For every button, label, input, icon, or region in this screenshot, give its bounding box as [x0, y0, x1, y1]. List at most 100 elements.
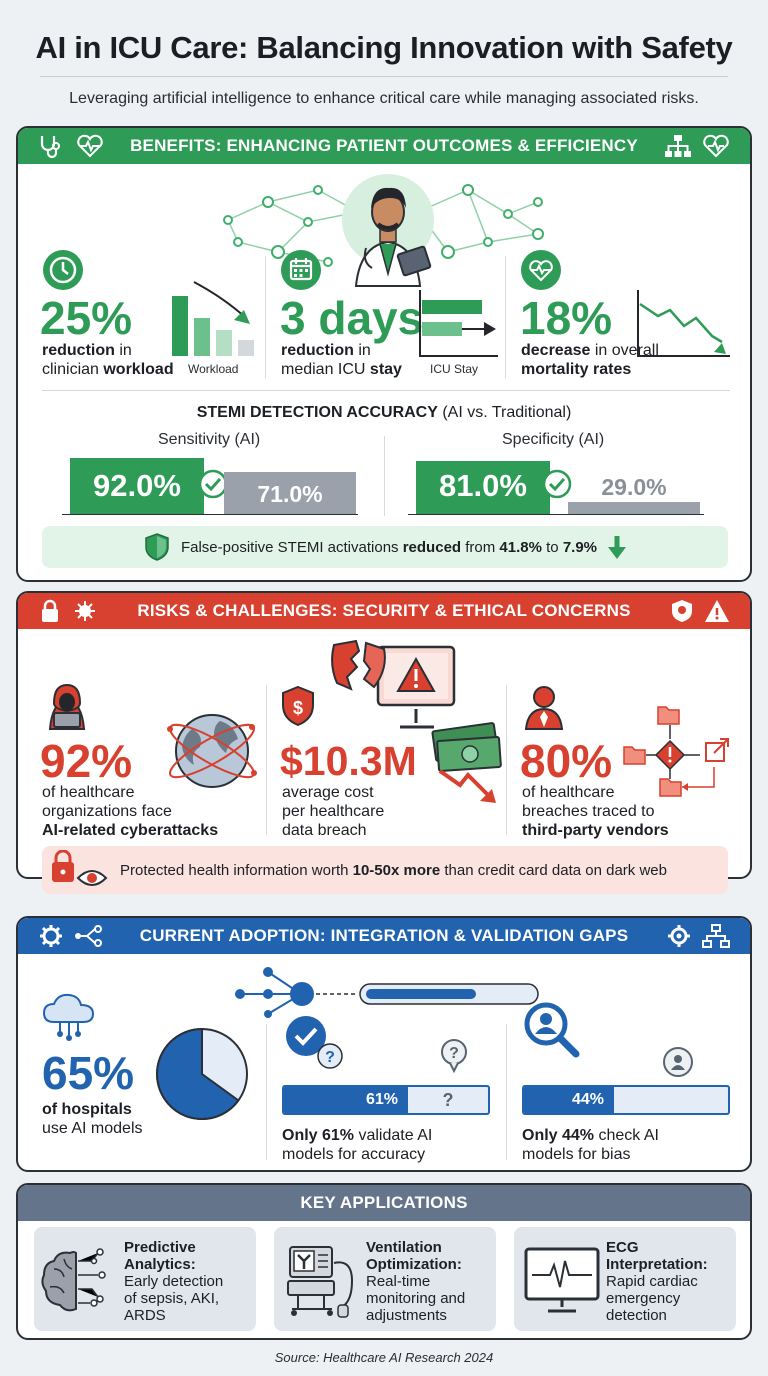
benefits-banner-title: BENEFITS: ENHANCING PATIENT OUTCOMES & E…	[130, 136, 638, 155]
stemi-title: STEMI DETECTION ACCURACY (AI vs. Traditi…	[196, 404, 572, 421]
specificity-traditional-bar	[568, 502, 700, 514]
app-desc-predictive-analytics: Early detection of sepsis, AKI, ARDS	[124, 1273, 224, 1324]
heartbeat-icon	[77, 134, 103, 158]
page-title: AI in ICU Care: Balancing Innovation wit…	[35, 30, 733, 65]
adoption-section: CURRENT ADOPTION: INTEGRATION & VALIDATI…	[16, 916, 752, 1172]
vendor-person-icon	[524, 686, 564, 730]
benefits-section: BENEFITS: ENHANCING PATIENT OUTCOMES & E…	[16, 126, 752, 582]
settings-gear-icon	[668, 925, 690, 947]
hospitals-stat-value: 65%	[42, 1047, 135, 1099]
cloud-network-icon	[42, 993, 95, 1041]
svg-text:$: $	[293, 698, 303, 718]
specificity-traditional-value: 29.0%	[601, 474, 667, 500]
app-card-ventilation-optimization: Ventilation Optimization: Real-time monito…	[274, 1227, 496, 1331]
workload-bar-chart	[172, 281, 254, 356]
gear-icon	[40, 925, 62, 947]
phi-value-callout: Protected health information worth 10-50…	[42, 846, 728, 894]
source-note: Source: Healthcare AI Research 2024	[274, 1350, 494, 1365]
shield-icon	[145, 533, 169, 561]
benefits-banner: BENEFITS: ENHANCING PATIENT OUTCOMES & E…	[18, 128, 750, 164]
broken-security-monitor-icon	[331, 639, 456, 729]
padlock-icon	[42, 599, 58, 622]
checkmark-icon	[542, 469, 572, 499]
third-party-stat-desc: of healthcare breaches traced to third-par…	[522, 784, 669, 839]
risks-banner-title: RISKS & CHALLENGES: SECURITY & ETHICAL C…	[137, 601, 631, 620]
validation-stat-desc: Only 61% validate AI models for accuracy	[282, 1127, 433, 1163]
applications-banner-title: KEY APPLICATIONS	[300, 1193, 468, 1212]
validation-bar: 61% ?	[282, 1085, 490, 1115]
hospitals-stat-desc: of hospitals use AI models	[42, 1101, 143, 1137]
risks-section: RISKS & CHALLENGES: SECURITY & ETHICAL C…	[16, 591, 752, 879]
sensitivity-ai-value: 92.0%	[93, 468, 181, 503]
dollar-shield-icon: $	[282, 685, 314, 727]
brain-icon	[41, 1248, 106, 1312]
icu-stay-chart	[419, 290, 498, 357]
hacker-icon	[48, 683, 86, 730]
app-title-predictive-analytics: Predictive Analytics:	[124, 1239, 196, 1273]
sensitivity-ai-bar	[70, 458, 204, 514]
cyberattack-stat-value: 92%	[40, 735, 133, 787]
icu-stay-chart-label: ICU Stay	[430, 362, 479, 376]
validation-bar-unknown: ?	[442, 1090, 454, 1110]
checkmark-icon	[198, 469, 228, 499]
bias-check-bar-fill: 44%	[524, 1087, 614, 1113]
breach-cost-stat-desc: average cost per healthcare data breach	[282, 784, 385, 839]
icu-stay-stat-desc: reduction in median ICU stay	[281, 342, 402, 378]
magnifier-person-icon	[524, 1002, 580, 1058]
workload-stat-value: 25%	[40, 292, 133, 344]
shield-virus-icon	[672, 600, 692, 622]
svg-text:?: ?	[325, 1049, 335, 1066]
breach-cost-stat-value: $10.3M	[280, 738, 417, 784]
specificity-ai-value: 81.0%	[439, 468, 527, 503]
network-hierarchy-icon	[702, 924, 730, 948]
app-card-predictive-analytics: Predictive Analytics: Early detection of s…	[34, 1227, 256, 1331]
validation-check-icon: ?	[286, 1016, 343, 1069]
question-pin-icon: ?	[441, 1039, 467, 1074]
arrow-down-icon	[608, 536, 627, 559]
cyberattack-stat-desc: of healthcare organizations face AI-relate…	[42, 784, 219, 839]
app-card-ecg-interpretation: ECG Interpretation: Rapid cardiac emergenc…	[514, 1227, 736, 1331]
sensitivity-traditional-bar	[224, 472, 356, 514]
adoption-banner-title: CURRENT ADOPTION: INTEGRATION & VALIDATI…	[139, 926, 629, 945]
warning-icon	[705, 600, 729, 622]
adoption-banner: CURRENT ADOPTION: INTEGRATION & VALIDATI…	[18, 918, 750, 954]
app-title-ventilation-optimization: Ventilation Optimization:	[366, 1239, 462, 1273]
sensitivity-label: Sensitivity (AI)	[158, 431, 261, 448]
ai-network-illustration	[223, 184, 544, 267]
calendar-icon	[281, 250, 321, 290]
app-desc-ecg-interpretation: Rapid cardiac emergency detection	[606, 1273, 698, 1324]
mortality-stat-value: 18%	[520, 292, 613, 344]
mortality-stat-desc: decrease in overall mortality rates	[521, 342, 659, 378]
validation-bar-fill: 61%	[284, 1087, 408, 1113]
specificity-ai-bar	[416, 461, 550, 514]
workload-chart-label: Workload	[188, 362, 239, 376]
pie-ai-usage-slice	[156, 1027, 240, 1120]
page-subtitle: Leveraging artificial intelligence to en…	[69, 90, 699, 107]
user-question-pin-icon	[663, 1047, 693, 1077]
clock-icon	[43, 250, 83, 290]
applications-section: KEY APPLICATIONS Predictive Analytics: Ea…	[16, 1183, 752, 1340]
risks-banner: RISKS & CHALLENGES: SECURITY & ETHICAL C…	[18, 593, 750, 629]
shuffle-icon	[75, 925, 102, 947]
padlock-eye-icon	[52, 850, 108, 886]
title-divider	[40, 76, 728, 77]
ecg-monitor-icon	[524, 1247, 600, 1313]
heart-icon	[703, 134, 729, 158]
integration-progress-illustration	[235, 967, 539, 1018]
money-loss-icon	[431, 722, 502, 803]
bias-check-bar: 44%	[522, 1085, 730, 1115]
app-title-ecg-interpretation: ECG Interpretation:	[606, 1239, 708, 1273]
icu-stay-stat-value: 3 days	[280, 292, 424, 344]
false-positive-callout: False-positive STEMI activations reduced…	[42, 526, 728, 568]
specificity-label: Specificity (AI)	[502, 431, 605, 448]
vendor-flow-diagram-icon	[623, 706, 729, 797]
sensitivity-traditional-value: 71.0%	[257, 481, 323, 507]
network-hierarchy-icon	[665, 135, 691, 157]
ventilator-icon	[287, 1246, 354, 1318]
globe-attack-icon	[167, 714, 257, 788]
stethoscope-icon	[40, 136, 60, 158]
applications-banner: KEY APPLICATIONS	[18, 1185, 750, 1221]
virus-icon	[75, 601, 95, 621]
hospitals-pie-chart	[156, 1027, 248, 1120]
heart-rate-icon	[521, 250, 561, 290]
